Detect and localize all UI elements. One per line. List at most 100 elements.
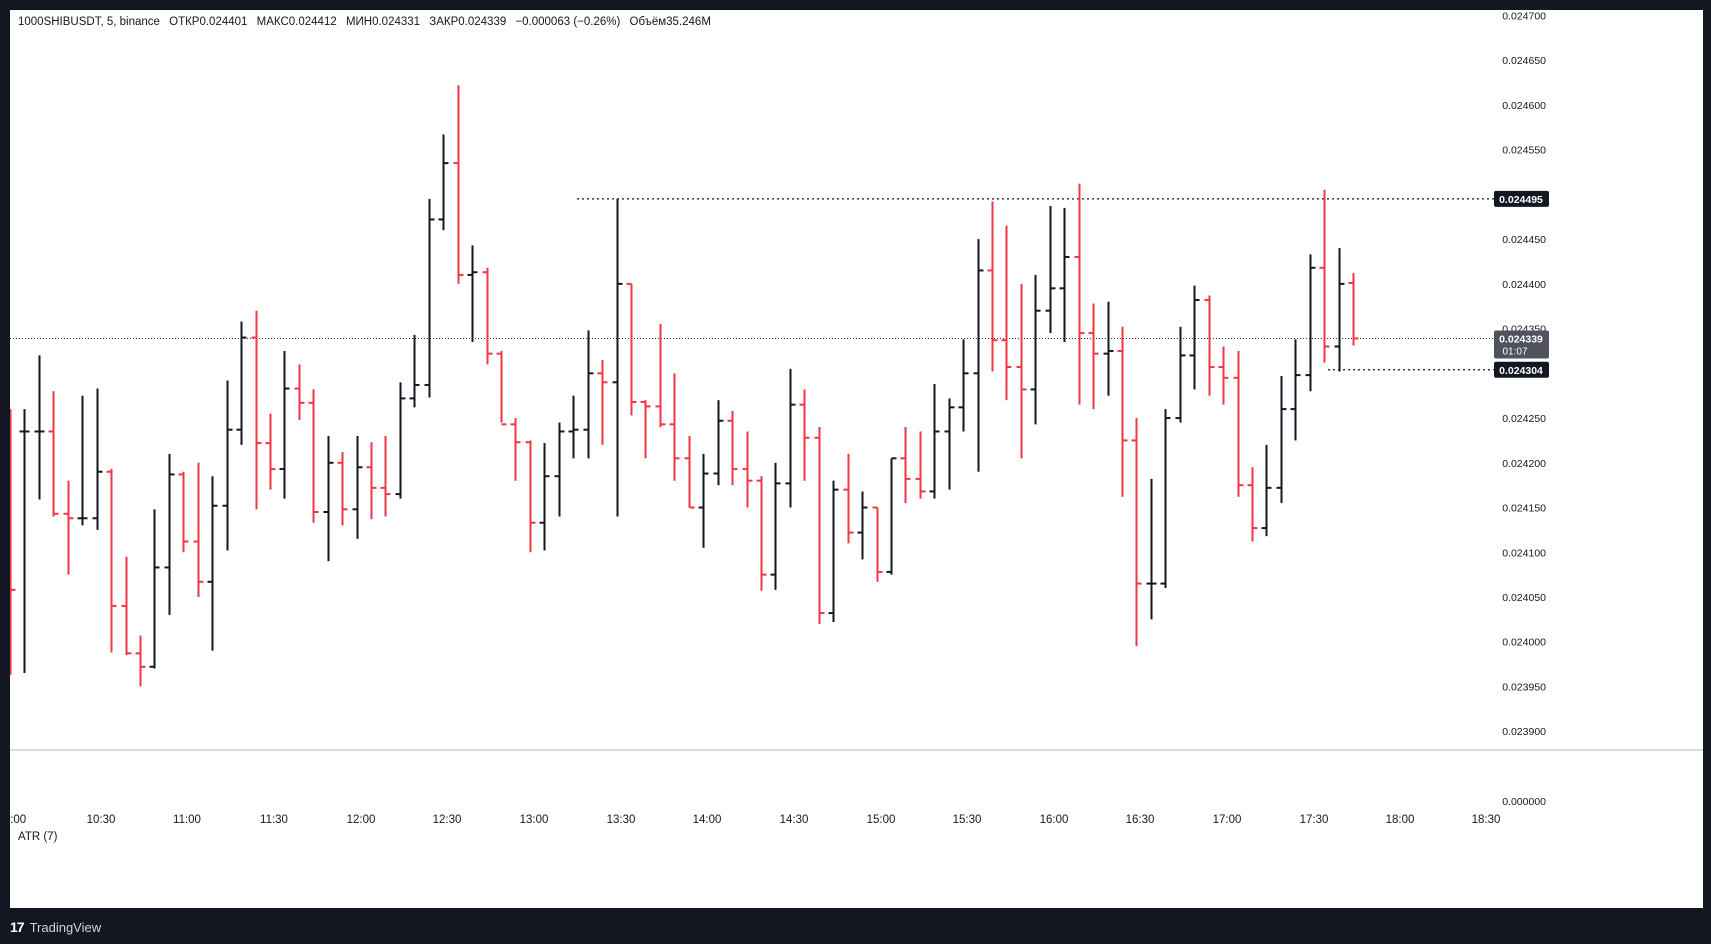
ohlc-bar[interactable] <box>19 409 30 674</box>
chart-canvas[interactable]: 0.0247000.0246500.0246000.0245500.024500… <box>10 10 1703 908</box>
ohlc-bar[interactable] <box>1045 206 1056 334</box>
ohlc-bar[interactable] <box>92 388 103 530</box>
ohlc-bar[interactable] <box>1117 326 1128 497</box>
ohlc-bar[interactable] <box>814 427 825 624</box>
ohlc-bar[interactable] <box>251 310 262 510</box>
ohlc-bar[interactable] <box>539 443 550 551</box>
ohlc-bar[interactable] <box>178 471 189 553</box>
ohlc-bar[interactable] <box>857 491 868 560</box>
ohlc-bar[interactable] <box>48 391 59 517</box>
ohlc-bar[interactable] <box>640 400 651 459</box>
ohlc-bar[interactable] <box>1189 285 1200 390</box>
ohlc-bar[interactable] <box>525 440 536 553</box>
ohlc-bar[interactable] <box>684 435 695 509</box>
ohlc-bar[interactable] <box>1290 339 1301 441</box>
ohlc-bar[interactable] <box>958 339 969 432</box>
ohlc-bar[interactable] <box>424 198 435 398</box>
ohlc-bar[interactable] <box>785 368 796 508</box>
ohlc-bar[interactable] <box>366 442 377 520</box>
ohlc-bar[interactable] <box>915 431 926 499</box>
tradingview-logo-icon[interactable]: 17 <box>10 919 25 935</box>
ohlc-bar[interactable] <box>34 355 45 500</box>
ohlc-bar[interactable] <box>510 418 521 481</box>
ohlc-bar[interactable] <box>279 350 290 499</box>
ohlc-bar[interactable] <box>1103 301 1114 396</box>
ohlc-bar[interactable] <box>467 245 478 343</box>
ohlc-bar[interactable] <box>597 359 608 445</box>
ohlc-bar[interactable] <box>973 239 984 472</box>
ohlc-bar[interactable] <box>900 427 911 504</box>
ohlc-bar[interactable] <box>583 330 594 459</box>
ohlc-bar[interactable] <box>698 453 709 548</box>
ohlc-bar[interactable] <box>323 435 334 562</box>
ohlc-bar[interactable] <box>799 389 810 481</box>
ohlc-bar[interactable] <box>438 134 449 231</box>
ohlc-bar[interactable] <box>1276 376 1287 504</box>
ohlc-bar[interactable] <box>1305 254 1316 392</box>
ohlc-bar[interactable] <box>1146 478 1157 620</box>
ohlc-bar[interactable] <box>337 452 348 526</box>
ohlc-bar[interactable] <box>568 395 579 459</box>
ohlc-bar[interactable] <box>1334 248 1345 372</box>
x-axis-tick-label: 13:30 <box>607 814 636 826</box>
ohlc-bar[interactable] <box>1261 444 1272 537</box>
ohlc-bar[interactable] <box>929 384 940 499</box>
ohlc-bar[interactable] <box>828 480 839 623</box>
ohlc-bar[interactable] <box>713 400 724 486</box>
ohlc-bar[interactable] <box>193 462 204 597</box>
ohlc-bar[interactable] <box>1319 189 1330 363</box>
ohlc-bar[interactable] <box>756 476 767 591</box>
ohlc-bar[interactable] <box>294 364 305 420</box>
ohlc-bar[interactable] <box>149 509 160 669</box>
ohlc-bar[interactable] <box>872 506 883 582</box>
ohlc-bar[interactable] <box>987 201 998 372</box>
ohlc-bar[interactable] <box>1059 207 1070 343</box>
ohlc-bar[interactable] <box>1088 303 1099 410</box>
ohlc-bar[interactable] <box>236 321 247 445</box>
ohlc-bar[interactable] <box>770 462 781 590</box>
ohlc-bar[interactable] <box>1175 326 1186 423</box>
ohlc-bar[interactable] <box>669 373 680 481</box>
ohlc-bar[interactable] <box>612 198 623 517</box>
ohlc-bar[interactable] <box>63 480 74 575</box>
ohlc-bar[interactable] <box>1218 346 1229 405</box>
ohlc-bar[interactable] <box>727 410 738 486</box>
ohlc-bar[interactable] <box>395 382 406 499</box>
ohlc-bar[interactable] <box>1160 409 1171 589</box>
ohlc-bar[interactable] <box>1131 418 1142 647</box>
brand-label[interactable]: TradingView <box>29 919 102 935</box>
ohlc-bar[interactable] <box>164 453 175 615</box>
ohlc-bar[interactable] <box>265 413 276 490</box>
ohlc-bar[interactable] <box>1001 225 1012 401</box>
ohlc-bar[interactable] <box>207 476 218 651</box>
ohlc-bar[interactable] <box>1247 467 1258 542</box>
ohlc-bar[interactable] <box>1233 350 1244 497</box>
ohlc-bar[interactable] <box>1348 273 1359 346</box>
ohlc-bar[interactable] <box>1204 295 1215 396</box>
ohlc-bar[interactable] <box>77 395 88 526</box>
ohlc-bar[interactable] <box>944 398 955 490</box>
ohlc-bar[interactable] <box>655 324 666 428</box>
atr-indicator-label[interactable]: ATR (7) <box>18 831 58 843</box>
ohlc-bar[interactable] <box>453 85 464 284</box>
ohlc-bar[interactable] <box>742 431 753 508</box>
ohlc-bar[interactable] <box>886 457 897 575</box>
ohlc-bar[interactable] <box>626 282 637 416</box>
ohlc-bar[interactable] <box>10 409 16 675</box>
ohlc-bar[interactable] <box>554 422 565 517</box>
ohlc-bar[interactable] <box>482 267 493 365</box>
ohlc-bar[interactable] <box>1074 183 1085 405</box>
ohlc-bar[interactable] <box>843 453 854 544</box>
ohlc-bar[interactable] <box>121 556 132 656</box>
ohlc-bar[interactable] <box>135 635 146 687</box>
ohlc-bar[interactable] <box>409 334 420 408</box>
symbol-label[interactable]: 1000SHIBUSDT, 5, binance <box>18 16 160 28</box>
ohlc-bar[interactable] <box>496 350 507 426</box>
ohlc-bar[interactable] <box>1016 283 1027 459</box>
ohlc-bar[interactable] <box>380 435 391 517</box>
ohlc-bar[interactable] <box>1030 274 1041 425</box>
ohlc-bar[interactable] <box>308 389 319 523</box>
ohlc-bar[interactable] <box>106 469 117 653</box>
ohlc-bar[interactable] <box>352 435 363 539</box>
ohlc-bar[interactable] <box>222 380 233 551</box>
